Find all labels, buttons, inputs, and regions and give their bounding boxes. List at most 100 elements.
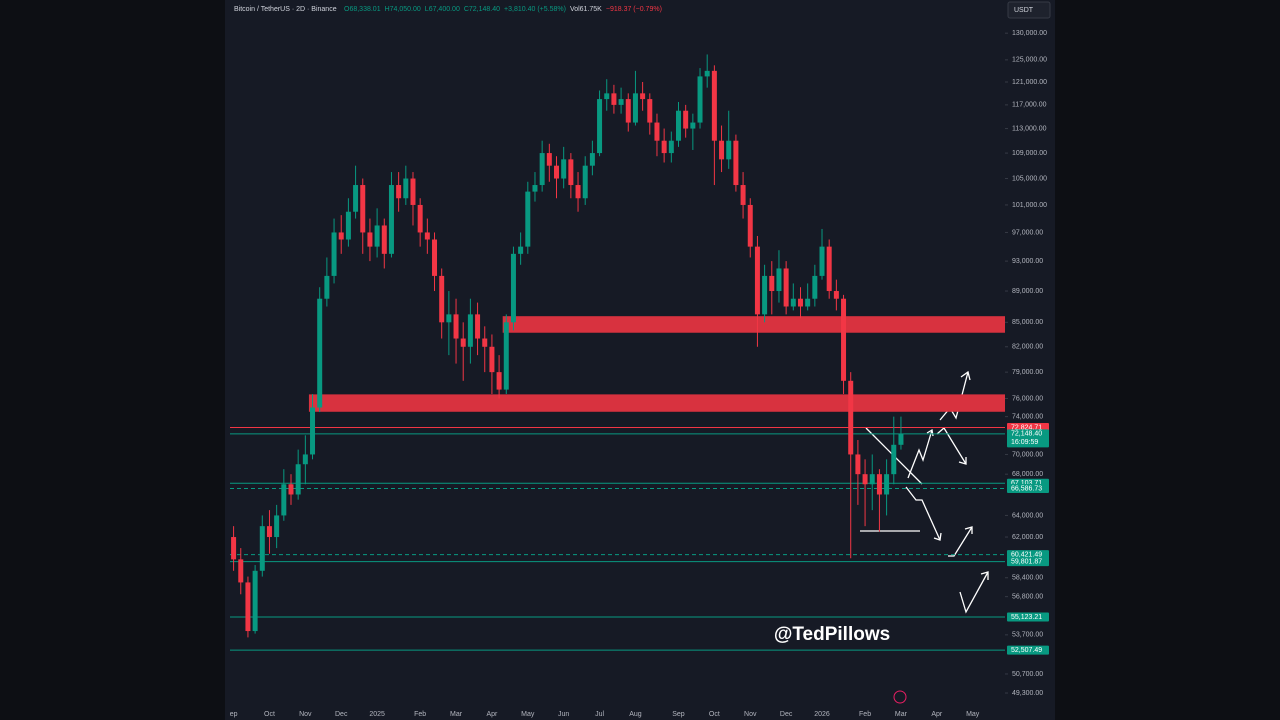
- price-label-box: [1007, 612, 1049, 622]
- arrow-path: [948, 526, 973, 557]
- candle-body: [432, 239, 438, 276]
- candle-body: [833, 291, 839, 299]
- y-tick-label: 74,000.00: [1012, 413, 1043, 420]
- candle-body: [797, 298, 803, 307]
- candle-body: [668, 140, 674, 154]
- candle-body: [231, 537, 237, 560]
- candle-body: [632, 93, 638, 123]
- candle-body: [826, 246, 832, 292]
- x-tick-label: Mar: [450, 711, 463, 718]
- candle-body: [475, 314, 481, 339]
- candle-body: [546, 153, 552, 166]
- candle-body: [345, 211, 351, 240]
- symbol-title: Bitcoin / TetherUS · 2D · Binance: [234, 6, 337, 13]
- candle-body: [532, 185, 538, 192]
- candle-body: [625, 99, 631, 123]
- candle-body: [331, 232, 337, 276]
- y-tick-label: 93,000.00: [1012, 258, 1043, 265]
- candle-body: [855, 454, 861, 475]
- event-icon[interactable]: [893, 690, 907, 704]
- candle-body: [266, 526, 272, 538]
- candle-body: [776, 268, 782, 292]
- candle-body: [482, 338, 488, 347]
- candle-body: [302, 454, 308, 465]
- currency-box[interactable]: [1007, 1, 1051, 19]
- candle-body: [711, 70, 717, 141]
- y-tick-label: 121,000.00: [1012, 79, 1047, 86]
- candle-body: [259, 526, 265, 571]
- candle-body: [324, 275, 330, 299]
- price-label: 72,824.71: [1011, 424, 1042, 431]
- candle-body: [661, 140, 667, 154]
- candle-body: [410, 178, 416, 205]
- price-label: 60,421.49: [1011, 551, 1042, 558]
- annotations: [860, 370, 989, 614]
- candle-body: [439, 275, 445, 323]
- x-tick-label: Sep: [672, 711, 685, 718]
- y-tick-label: 79,000.00: [1012, 369, 1043, 376]
- y-tick-label: 89,000.00: [1012, 288, 1043, 295]
- y-tick-label: 101,000.00: [1012, 202, 1047, 209]
- volume-change: −918.37 (−0.79%): [606, 6, 662, 13]
- y-tick-label: 53,700.00: [1012, 632, 1043, 639]
- price-label: 67,103.71: [1011, 480, 1042, 487]
- y-tick-label: 105,000.00: [1012, 175, 1047, 182]
- price-label-box: [1007, 429, 1049, 448]
- x-tick-label: May: [966, 711, 980, 718]
- price-label-box: [1007, 645, 1049, 655]
- candle-body: [690, 122, 696, 129]
- candle-body: [367, 232, 373, 247]
- candle-body: [582, 165, 588, 199]
- price-label-box: [1007, 483, 1049, 493]
- candle-body: [467, 314, 473, 347]
- candle-body: [654, 122, 660, 141]
- candle-body: [460, 338, 466, 347]
- candle-body: [640, 93, 646, 100]
- candle-body: [238, 559, 244, 583]
- y-tick-label: 68,000.00: [1012, 471, 1043, 478]
- chart-background: [225, 0, 1055, 720]
- header-value: H74,050.00: [385, 6, 421, 13]
- candle-body: [554, 165, 560, 179]
- candle-body: [704, 70, 710, 77]
- candle-body: [489, 346, 495, 373]
- x-tick-label: Aug: [629, 711, 642, 718]
- candle-body: [295, 464, 301, 495]
- candle-body: [733, 140, 739, 186]
- x-tick-label: Apr: [931, 711, 943, 718]
- candle-body: [281, 484, 287, 516]
- header-value: L67,400.00: [425, 6, 460, 13]
- price-label: 72,148.40: [1011, 431, 1042, 438]
- candle-body: [353, 185, 359, 212]
- candle-body: [790, 298, 796, 307]
- x-tick-label: Feb: [414, 711, 426, 718]
- candle-body: [891, 444, 897, 475]
- resistance-zone: [308, 394, 1005, 412]
- candle-body: [841, 298, 847, 381]
- candle-body: [510, 253, 516, 323]
- y-tick-label: 109,000.00: [1012, 150, 1047, 157]
- y-tick-label: 50,700.00: [1012, 671, 1043, 678]
- candle-body: [647, 99, 653, 123]
- candle-body: [819, 246, 825, 276]
- candle-body: [446, 314, 452, 323]
- candles: [231, 54, 904, 638]
- x-tick-label: Jul: [595, 711, 604, 718]
- arrow-path: [905, 486, 941, 541]
- arrow-head: [933, 532, 942, 541]
- x-tick-label: Mar: [895, 711, 908, 718]
- price-label: 59,801.87: [1011, 558, 1042, 565]
- y-tick-label: 64,000.00: [1012, 512, 1043, 519]
- candle-body: [884, 474, 890, 495]
- header: Bitcoin / TetherUS · 2D · Binance O68,33…: [234, 6, 662, 13]
- arrow-path: [907, 429, 933, 479]
- candle-body: [597, 99, 603, 154]
- candle-body: [589, 153, 595, 166]
- x-tick-label: Nov: [299, 711, 312, 718]
- candle-body: [783, 268, 789, 307]
- candle-body: [338, 232, 344, 240]
- candle-body: [403, 178, 409, 199]
- currency[interactable]: USDT: [1014, 7, 1034, 14]
